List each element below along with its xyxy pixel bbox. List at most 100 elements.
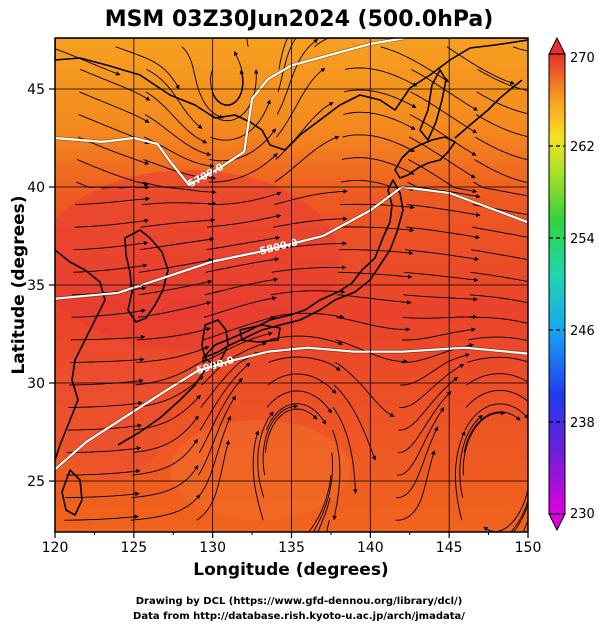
streamline [76,159,149,186]
streamline [409,114,477,156]
streamline [403,294,478,302]
streamline [75,196,150,206]
streamline [477,69,528,92]
streamline [211,50,244,106]
streamline [469,294,528,304]
japan-shikoku-coast [239,324,281,343]
streamline [265,408,318,453]
colorbar-tick-label: 238 [570,416,595,431]
streamline [522,520,528,532]
japan-honshu-coast [202,179,404,359]
streamline [203,296,277,318]
chart-title: MSM 03Z30Jun2024 (500.0hPa) [105,7,494,32]
streamline [397,391,452,454]
graticule [55,38,528,532]
streamline [146,69,203,129]
streamline [405,226,480,240]
streamline [406,204,481,217]
x-tick-label: 150 [515,540,542,556]
streamline [203,315,276,341]
streamline [196,439,230,521]
streamline [342,134,416,152]
streamline [131,464,199,499]
streamline [471,249,528,261]
china-east-coast [55,249,106,461]
streamline [343,111,416,130]
streamline [272,241,347,251]
streamline [79,91,150,123]
x-tick-label: 145 [436,540,463,556]
taiwan-coast [61,469,83,516]
y-axis-title: Latitude (degrees) [9,195,29,374]
streamline [262,404,299,476]
streamline [274,189,348,206]
streamline [397,407,445,476]
streamline [455,430,466,521]
streamline [404,271,479,283]
japan-kyushu-coast [201,319,229,366]
streamline [198,377,243,453]
streamline [276,39,319,115]
streamline [471,226,528,238]
streamline [534,362,544,367]
streamline [269,335,344,346]
streamline [270,289,346,296]
sakhalin-coast [419,69,447,141]
streamline [206,235,281,251]
y-tick-label: 25 [27,474,45,490]
streamline [144,114,212,157]
streamline [338,249,414,256]
streamline [204,277,279,296]
streamline [446,46,515,85]
streamline [268,356,341,371]
streamline [332,407,358,494]
streamline [399,364,465,408]
streamline [334,361,395,417]
streamline [74,218,150,228]
streamline [132,415,199,454]
japan-hokkaido-coast [394,136,456,179]
streamline [200,352,260,408]
kuril-islands [454,79,523,139]
coastlines [55,38,528,516]
streamline [470,271,528,282]
streamline [252,430,264,521]
y-tick-label: 30 [27,376,45,392]
credit-line-2: Data from http://database.rish.kyoto-u.a… [133,611,465,622]
x-tick-label: 130 [199,540,226,556]
streamline [80,68,151,101]
colorbar-tick-label: 254 [570,232,595,247]
x-axis-ticks: 120 125 130 135 140 145 150 [42,532,542,556]
streamline [465,389,528,408]
streamline [474,159,528,184]
streamline [270,312,345,319]
ryukyu-islands [117,369,206,446]
streamline [265,403,327,431]
streamline [339,226,415,233]
streamline [67,423,143,431]
streamline [64,514,139,521]
y-tick-label: 35 [27,278,45,294]
streamline [208,153,278,183]
streamline [401,327,476,341]
streamline [267,373,337,394]
x-axis-title: Longitude (degrees) [193,560,388,580]
streamline [314,38,330,48]
streamline [273,216,348,228]
streamline [464,403,528,431]
streamline [137,300,212,318]
streamline [332,429,341,521]
x-tick-label: 125 [120,540,147,556]
streamline [333,384,376,461]
streamline [207,213,282,228]
streamline [130,494,201,521]
colorbar-bottom-triangle [548,513,566,532]
colorbar-ticks: 270 262 254 246 238 230 [549,51,595,522]
streamline [473,181,528,197]
streamline [312,452,334,532]
streamline [69,378,144,386]
credit-line-1: Drawing by DCL (https://www.gfd-dennou.o… [136,596,463,607]
streamline [66,446,142,454]
streamline [336,316,411,332]
